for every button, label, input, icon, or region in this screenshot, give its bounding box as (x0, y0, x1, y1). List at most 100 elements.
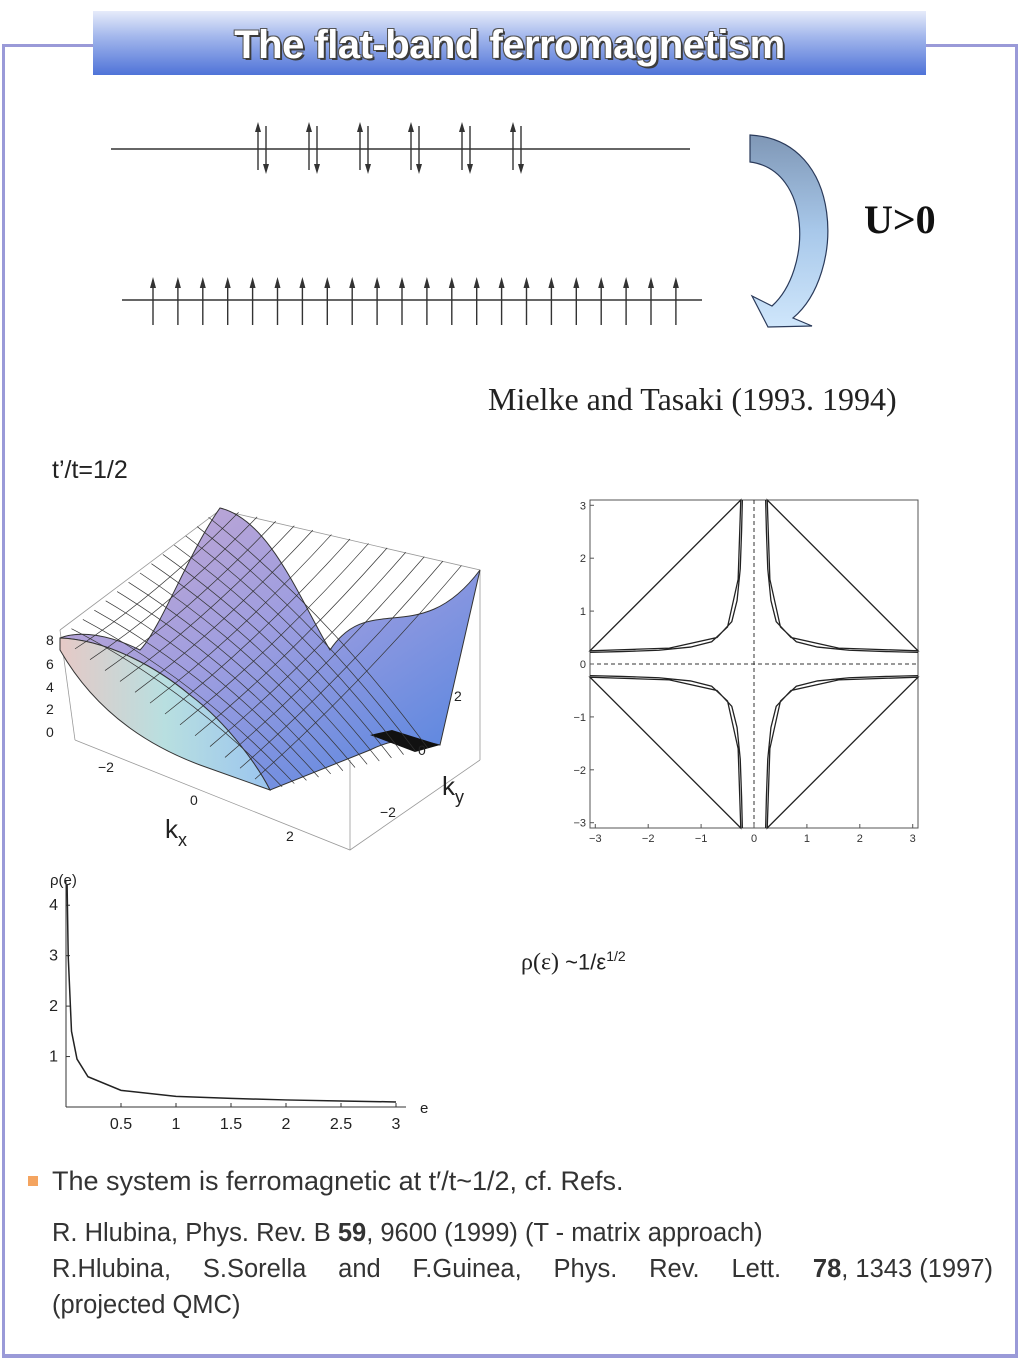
y-tick-label: −3 (573, 818, 586, 830)
spin-pair (255, 122, 269, 174)
transition-arrow (749, 134, 829, 328)
dos-curve (66, 885, 397, 1103)
mesh-line (82, 619, 295, 784)
mesh-line (196, 526, 416, 752)
mesh-line (71, 628, 283, 788)
dispersion-surface (59, 507, 481, 791)
spin-up (672, 277, 679, 325)
spin-up (199, 277, 206, 325)
x-tick-label: 1 (804, 833, 810, 845)
y-tick-label: 0 (580, 659, 586, 671)
y-tick-label: −2 (573, 765, 586, 777)
mesh-line (254, 565, 462, 780)
bullet-marker (28, 1176, 38, 1186)
spin-pair (357, 122, 371, 174)
mesh-line (149, 534, 332, 704)
kx-tick-label: −2 (98, 759, 114, 775)
ky-tick-label: 2 (454, 688, 462, 704)
y-tick-label: 1 (580, 606, 586, 618)
x-tick-label: 0.5 (110, 1116, 132, 1133)
spin-up (598, 277, 605, 325)
paired-spins-line (111, 122, 690, 174)
z-tick-label: 4 (46, 679, 54, 695)
surface-plot: 0 2 4 6 8 −2 0 2 −2 0 2 kx ky (46, 507, 481, 851)
z-tick-label: 0 (46, 724, 54, 740)
kx-tick-label: 0 (190, 792, 198, 808)
spin-up (448, 277, 455, 325)
mesh-line (208, 517, 429, 749)
reference-3: (projected QMC) (52, 1291, 241, 1319)
kx-tick-label: 2 (286, 828, 294, 844)
fermi-curve (764, 674, 920, 830)
fermi-curve (588, 674, 744, 830)
ref-word: F.Guinea, (412, 1255, 522, 1283)
spin-up (423, 277, 430, 325)
spin-up (573, 277, 580, 325)
mesh-line (105, 600, 319, 778)
ref-word: R.Hlubina, (52, 1255, 172, 1283)
spin-up (349, 277, 356, 325)
spin-up (274, 277, 281, 325)
x-tick-label: 3 (910, 833, 916, 845)
spin-up (648, 277, 654, 325)
spin-up (150, 277, 156, 325)
spin-up (473, 277, 480, 325)
spin-pair (408, 122, 422, 174)
spin-up (249, 277, 256, 325)
ref-word: and (338, 1255, 381, 1283)
reference-2: R.Hlubina, S.Sorella and F.Guinea, Phys. Rev.… (52, 1251, 993, 1287)
y-tick-label: 2 (580, 553, 586, 565)
mesh-line (162, 554, 380, 762)
spin-up (374, 277, 381, 325)
references: R. Hlubina, Phys. Rev. B 59, 9600 (1999)… (52, 1215, 993, 1323)
x-tick-label: 1 (172, 1116, 181, 1133)
x-tick-label: −1 (695, 833, 708, 845)
slide-title: The flat-band ferromagnetism (234, 23, 785, 67)
ref-volume: 78, 1343 (1997) (812, 1255, 993, 1283)
x-tick-label: 2 (857, 833, 863, 845)
spin-up (623, 277, 630, 325)
dos-plot: ρ(e) e 0.5 1 1.5 2 2.5 3 1 2 3 4 (49, 872, 428, 1133)
mesh-line (179, 543, 369, 726)
spin-up (498, 277, 505, 325)
y-tick-label: 2 (49, 998, 58, 1015)
reference-1: R. Hlubina, Phys. Rev. B 59, 9600 (1999)… (52, 1219, 763, 1247)
spin-up (299, 277, 306, 325)
mesh-line (119, 525, 295, 682)
z-tick-label: 8 (46, 632, 54, 648)
spin-up (174, 277, 181, 325)
y-tick-label: −1 (573, 712, 586, 724)
spin-pair (306, 122, 320, 174)
dos-formula: ρ(ε) ~1/ε1/2 (521, 948, 626, 976)
x-tick-label: −2 (642, 833, 655, 845)
x-tick-label: 0 (751, 833, 757, 845)
spin-up (224, 277, 231, 325)
ky-label: ky (442, 771, 464, 807)
spin-pair (510, 122, 524, 174)
x-tick-label: 2.5 (330, 1116, 352, 1133)
y-tick-label: 3 (49, 948, 58, 965)
x-axis-label: e (420, 1100, 428, 1117)
ref-word: Phys. (553, 1255, 618, 1283)
ref-word: Lett. (731, 1255, 782, 1283)
y-axis-label: ρ(e) (50, 872, 77, 889)
spin-up (324, 277, 331, 325)
fermi-curve (764, 498, 920, 654)
mesh-line (151, 563, 368, 765)
mesh-line (209, 552, 406, 747)
mesh-line (139, 572, 356, 768)
mesh-line (128, 581, 344, 771)
mesh-line (104, 521, 276, 671)
spin-up (399, 277, 405, 325)
y-tick-label: 4 (49, 897, 58, 914)
interaction-label: U>0 (864, 197, 936, 242)
ref-word: Rev. (649, 1255, 700, 1283)
mesh-line (94, 609, 307, 781)
mesh-line (174, 544, 392, 759)
mesh-line (164, 538, 351, 715)
fermi-curve (588, 498, 744, 654)
mesh-line (116, 591, 331, 775)
fermi-surface-plot: −3 −2 −1 0 1 2 3 3 2 1 0 −1 −2 −3 (573, 498, 920, 845)
spin-up (523, 277, 530, 325)
mesh-line (194, 547, 388, 736)
